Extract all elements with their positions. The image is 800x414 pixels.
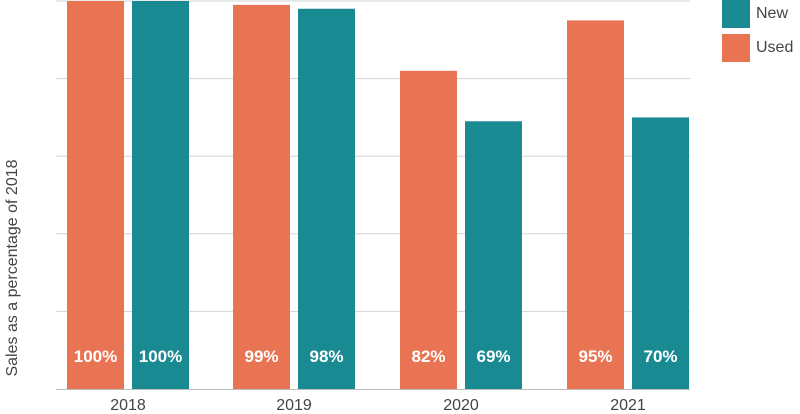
data-label-new-2018: 100%	[139, 347, 182, 366]
data-label-used-2020: 82%	[411, 347, 445, 366]
x-tick-label-2019: 2019	[276, 397, 312, 414]
bar-used-2020	[400, 70, 457, 389]
bar-used-2021	[567, 20, 624, 390]
y-axis-label: Sales as a percentage of 2018	[4, 159, 21, 376]
legend-item-new: New	[722, 0, 793, 28]
data-label-new-2020: 69%	[476, 347, 510, 366]
bar-used-2019	[233, 4, 290, 389]
x-tick-label-2018: 2018	[110, 397, 146, 414]
legend-swatch-new	[722, 0, 750, 28]
bar-new-2019	[298, 8, 355, 389]
data-label-used-2019: 99%	[244, 347, 278, 366]
legend-label-new: New	[756, 5, 789, 22]
data-label-new-2019: 98%	[309, 347, 343, 366]
bar-used-2018	[67, 1, 124, 389]
data-label-used-2018: 100%	[74, 347, 117, 366]
bar-new-2018	[132, 1, 189, 389]
x-tick-label-2021: 2021	[610, 397, 646, 414]
x-tick-label-2020: 2020	[443, 397, 479, 414]
legend-label-used: Used	[756, 39, 794, 56]
bar-layer	[67, 1, 689, 390]
bar-new-2020	[465, 121, 522, 389]
legend: New Used	[722, 0, 793, 68]
axis-layer: 2018 2019 2020 2021	[56, 389, 690, 414]
data-label-new-2021: 70%	[643, 347, 677, 366]
data-label-used-2021: 95%	[578, 347, 612, 366]
legend-item-used: Used	[722, 34, 793, 62]
bar-new-2021	[632, 117, 689, 390]
legend-swatch-used	[722, 34, 750, 62]
label-layer: 100% 100% 99% 98% 82% 69% 95% 70%	[74, 347, 678, 366]
